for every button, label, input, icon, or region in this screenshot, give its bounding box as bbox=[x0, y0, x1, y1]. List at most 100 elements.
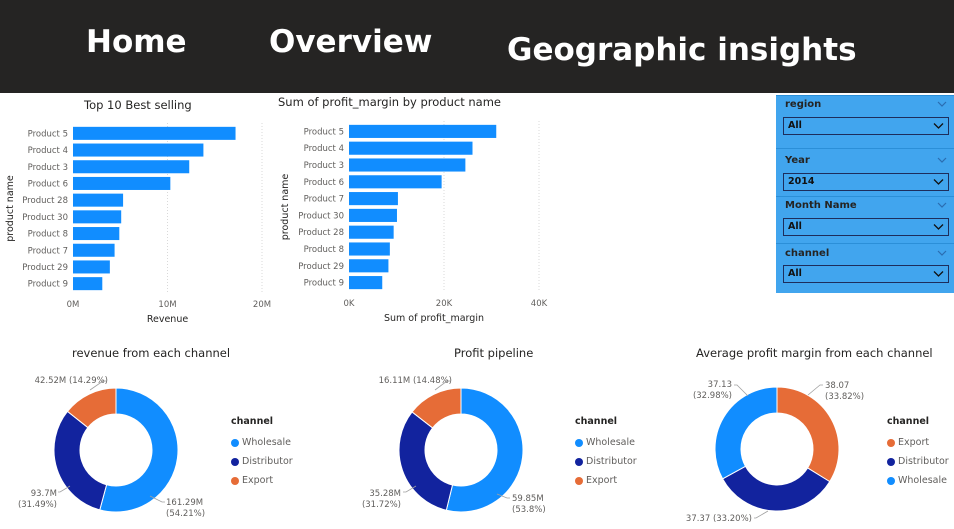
legend-item[interactable]: Export bbox=[575, 471, 637, 490]
donut-slice[interactable] bbox=[411, 387, 462, 429]
bar[interactable] bbox=[73, 260, 110, 274]
x-axis-title: Revenue bbox=[147, 314, 189, 325]
year-dropdown[interactable]: 2014 bbox=[783, 173, 949, 191]
slicer-divider bbox=[776, 148, 954, 149]
bar[interactable] bbox=[73, 160, 190, 174]
bar[interactable] bbox=[349, 208, 397, 222]
y-tick-label: Product 7 bbox=[28, 246, 68, 256]
chevron-down-icon[interactable] bbox=[937, 157, 947, 163]
leader-line bbox=[754, 510, 769, 519]
region-dropdown[interactable]: All bbox=[783, 117, 949, 135]
nav-geographic-insights-button[interactable]: Geographic insights bbox=[507, 32, 857, 68]
legend-item[interactable]: Wholesale bbox=[231, 433, 293, 452]
leader-line bbox=[89, 380, 106, 391]
revenue-channel-donut-chart[interactable]: 161.29M(54.21%) 93.7M(31.49%) 42.52M (14.2… bbox=[0, 368, 230, 528]
bar[interactable] bbox=[349, 124, 497, 138]
leader-line bbox=[734, 384, 749, 397]
legend-item[interactable]: Export bbox=[231, 471, 293, 490]
x-tick-label: 0M bbox=[67, 300, 80, 310]
chevron-down-icon bbox=[933, 224, 944, 230]
profit-margin-bar-chart[interactable]: 0K 20K 40K Product 5 Product 4 Product 3 Produ… bbox=[275, 115, 565, 330]
y-axis-title: product name bbox=[5, 175, 16, 242]
month-dropdown[interactable]: All bbox=[783, 218, 949, 236]
data-label: 161.29M bbox=[166, 498, 203, 508]
legend-label: Wholesale bbox=[586, 437, 635, 448]
donut-slice[interactable] bbox=[445, 387, 524, 513]
donut-slice[interactable] bbox=[721, 465, 831, 512]
bar[interactable] bbox=[349, 259, 389, 273]
bar[interactable] bbox=[73, 210, 122, 224]
x-tick-label: 10M bbox=[158, 300, 176, 310]
legend-item[interactable]: Wholesale bbox=[887, 471, 949, 490]
profit-margin-chart-title: Sum of profit_margin by product name bbox=[278, 95, 501, 109]
y-axis-title: product name bbox=[280, 174, 291, 241]
legend-title: channel bbox=[231, 416, 274, 427]
leader-line bbox=[403, 485, 417, 493]
bar[interactable] bbox=[73, 176, 171, 190]
bar[interactable] bbox=[73, 143, 204, 157]
channel-dropdown[interactable]: All bbox=[783, 265, 949, 283]
legend-label: Export bbox=[586, 475, 618, 486]
leader-line bbox=[496, 493, 510, 499]
bar[interactable] bbox=[349, 141, 473, 155]
data-label-percent: (32.98%) bbox=[693, 391, 732, 401]
y-tick-label: Product 8 bbox=[28, 230, 68, 240]
bar[interactable] bbox=[73, 126, 236, 140]
revenue-channel-legend: channel Wholesale Distributor Export bbox=[231, 416, 293, 490]
data-label-percent: (33.82%) bbox=[825, 392, 864, 402]
donut-slice[interactable] bbox=[714, 386, 778, 480]
y-tick-label: Product 3 bbox=[28, 163, 68, 173]
donut-slice[interactable] bbox=[53, 410, 108, 511]
chevron-down-icon[interactable] bbox=[937, 202, 947, 208]
legend-item[interactable]: Wholesale bbox=[575, 433, 637, 452]
profit-pipeline-chart-title: Profit pipeline bbox=[454, 346, 534, 360]
slicer-divider bbox=[776, 196, 954, 197]
legend-label: Distributor bbox=[242, 456, 293, 467]
donut-slice[interactable] bbox=[66, 387, 117, 429]
leader-line bbox=[58, 485, 71, 493]
donut-slice[interactable] bbox=[398, 411, 454, 511]
chevron-down-icon[interactable] bbox=[937, 101, 947, 107]
legend-item[interactable]: Distributor bbox=[887, 452, 949, 471]
bar[interactable] bbox=[349, 225, 394, 239]
legend-item[interactable]: Distributor bbox=[231, 452, 293, 471]
bar[interactable] bbox=[73, 227, 120, 241]
data-label: 93.7M bbox=[31, 489, 57, 499]
bar[interactable] bbox=[349, 276, 383, 290]
legend-color-dot bbox=[231, 457, 239, 466]
avg-profit-margin-donut-chart[interactable]: 38.07(33.82%) 37.37 (33.20%) 37.13(32.98%) bbox=[660, 368, 885, 528]
leader-line bbox=[149, 495, 165, 503]
chevron-down-icon[interactable] bbox=[937, 250, 947, 256]
y-tick-label: Product 28 bbox=[298, 228, 344, 238]
x-axis-title: Sum of profit_margin bbox=[384, 313, 484, 324]
slicer-divider bbox=[776, 95, 954, 96]
avg-profit-margin-chart-title: Average profit margin from each channel bbox=[696, 346, 933, 360]
legend-item[interactable]: Export bbox=[887, 433, 949, 452]
best-selling-chart-title: Top 10 Best selling bbox=[84, 98, 192, 112]
donut-slice[interactable] bbox=[776, 386, 840, 483]
nav-home-button[interactable]: Home bbox=[86, 24, 187, 60]
donut-slice[interactable] bbox=[99, 387, 179, 513]
nav-overview-button[interactable]: Overview bbox=[269, 24, 433, 60]
legend-color-dot bbox=[887, 438, 895, 447]
bar[interactable] bbox=[349, 192, 398, 206]
chevron-down-icon bbox=[933, 123, 944, 129]
bar[interactable] bbox=[73, 193, 124, 207]
bar[interactable] bbox=[349, 158, 466, 172]
y-tick-label: Product 4 bbox=[28, 146, 68, 156]
bar[interactable] bbox=[349, 175, 442, 189]
y-tick-label: Product 5 bbox=[304, 127, 344, 137]
bar[interactable] bbox=[349, 242, 390, 256]
y-tick-label: Product 9 bbox=[28, 280, 68, 290]
data-label-percent: (53.8%) bbox=[512, 505, 546, 515]
bar[interactable] bbox=[73, 277, 103, 291]
y-tick-label: Product 6 bbox=[304, 178, 344, 188]
profit-pipeline-donut-chart[interactable]: 59.85M(53.8%) 35.28M(31.72%) 16.11M (14.48… bbox=[340, 368, 575, 528]
bar[interactable] bbox=[73, 243, 115, 257]
best-selling-bar-chart[interactable]: 0M 10M 20M Product 5 Product 4 Product 3 Produ… bbox=[0, 115, 275, 330]
x-tick-label: 20K bbox=[436, 299, 453, 309]
legend-item[interactable]: Distributor bbox=[575, 452, 637, 471]
legend-label: Distributor bbox=[898, 456, 949, 467]
month-selected-value: All bbox=[788, 221, 802, 232]
